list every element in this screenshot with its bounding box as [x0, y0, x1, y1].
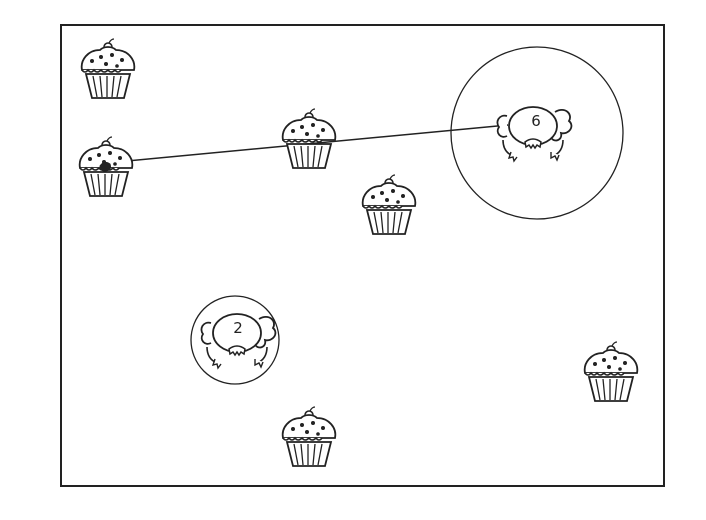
bite-mark [99, 161, 111, 172]
game-board [60, 24, 665, 487]
monster-number: 2 [233, 319, 243, 337]
cupcake-icon[interactable] [78, 136, 134, 197]
reach-circle [450, 46, 624, 220]
monster-6[interactable]: 6 [450, 46, 624, 220]
monster-2[interactable]: 2 [190, 295, 280, 385]
reach-circle [190, 295, 280, 385]
monster-number: 6 [531, 112, 541, 130]
